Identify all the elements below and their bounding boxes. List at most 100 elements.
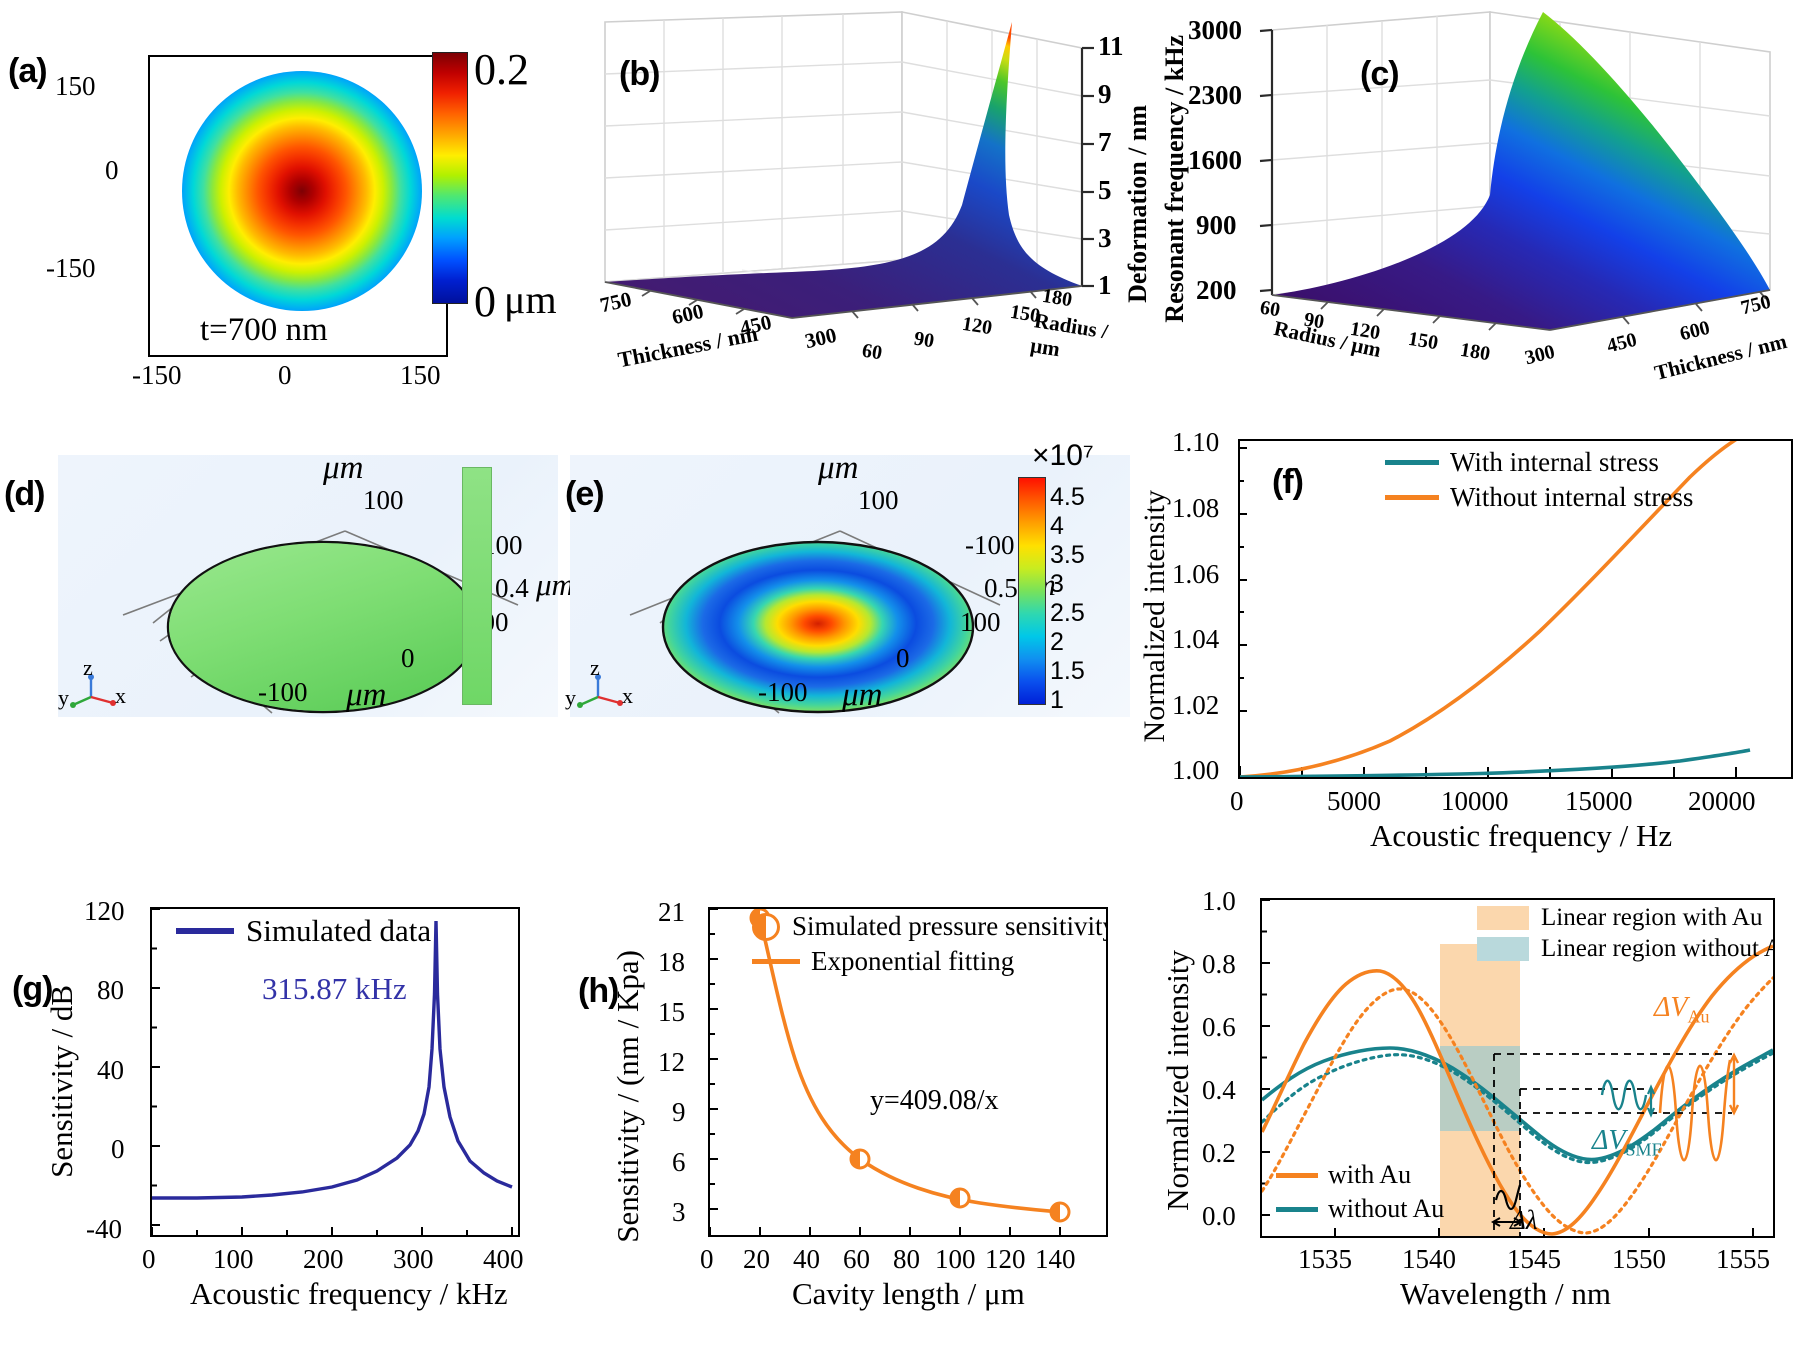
panel-d-tick-right-unit: μm [536,567,574,602]
panel-b-ztick-5: 5 [1098,175,1112,205]
panel-g-plot-area: Simulated data 315.87 kHz [150,907,520,1237]
panel-a-heatmap [182,71,422,311]
panel-d-triad-z-label: z [83,655,93,680]
panel-i-legend-swatch-curve-with-au [1276,1172,1318,1178]
panel-e-cb-tick-4p5: 4.5 [1050,483,1085,511]
panel-f-legend-swatch-without-stress [1385,495,1439,500]
panel-i-ytick-0p8: 0.8 [1202,949,1236,979]
panel-b-ztick-3: 3 [1098,223,1112,253]
panel-c-ztick-3000: 3000 [1188,15,1242,45]
panel-f-xtick-5000: 5000 [1327,786,1381,816]
panel-d-triad-y-label: y [58,685,69,710]
panel-d-unit-bottom: μm [346,677,387,713]
panel-e-cb-tick-3: 3 [1050,570,1064,598]
panel-f-plot-area: With internal stress Without internal st… [1238,439,1793,779]
panel-e-cb-tick-1p5: 1.5 [1050,657,1085,685]
panel-g-ytick-40: 40 [97,1055,124,1085]
panel-f-label: (f) [1272,463,1304,501]
panel-d-label: (d) [4,475,45,513]
panel-i-xtick-1535: 1535 [1298,1244,1352,1274]
panel-d-triad-x-label: x [115,683,126,708]
panel-g-annotation: 315.87 kHz [262,971,407,1006]
panel-a-colorbar-min: 0 [474,277,496,326]
panel-i-ytick-0p2: 0.2 [1202,1138,1236,1168]
panel-f-xtick-20000: 20000 [1688,786,1756,816]
panel-h-legend-label-fitting: Exponential fitting [811,946,1015,976]
panel-e-tick-front-100: 100 [960,607,1001,637]
panel-i-legend-swatch-curve-without-au [1276,1206,1318,1212]
panel-c-label: (c) [1360,55,1400,93]
panel-g-xtick-200: 200 [303,1244,344,1274]
panel-a-xtick-150: 150 [400,360,441,390]
panel-h-xaxis-label: Cavity length / μm [792,1276,1025,1311]
panel-c-xtick-150: 150 [1406,327,1440,355]
panel-i-ytick-0p6: 0.6 [1202,1012,1236,1042]
panel-i-annotation-delta-v-smf-sub: SMF [1625,1139,1662,1160]
panel-h-xtick-0: 0 [700,1244,714,1274]
panel-f-ytick-1p04: 1.04 [1172,624,1220,654]
panel-b-ytick-180: 180 [1040,284,1074,312]
panel-b-ytick-120: 120 [960,312,994,340]
panel-f-legend-swatch-with-stress [1385,460,1439,465]
panel-c-ztick-200: 200 [1196,275,1237,305]
panel-d: μm 100 -100 0.4 μm 100 0 -100 μm (d) y z… [4,450,574,717]
panel-a-ytick-0: 0 [105,155,119,185]
panel-e-cb-tick-4: 4 [1050,512,1064,540]
panel-g-xtick-400: 400 [483,1244,524,1274]
panel-e-cb-tick-2p5: 2.5 [1050,599,1085,627]
panel-f-xaxis-label: Acoustic frequency / Hz [1370,818,1673,853]
panel-f-yaxis-label: Normalized intensity [1138,490,1171,743]
panel-h-xtick-20: 20 [743,1244,770,1274]
panel-h-ytick-12: 12 [658,1047,685,1077]
panel-b-ytick-60: 60 [860,339,884,365]
panel-g-xtick-100: 100 [213,1244,254,1274]
panel-g-ytick-120: 120 [84,896,125,926]
panel-g-xtick-0: 0 [142,1244,156,1274]
panel-i-xtick-1540: 1540 [1402,1244,1456,1274]
panel-f-xtick-0: 0 [1230,786,1244,816]
panel-i-yaxis-label: Normalized intensity [1160,950,1195,1211]
panel-g-xaxis-label: Acoustic frequency / kHz [190,1276,508,1311]
panel-a-colorbar-unit: μm [504,277,557,322]
panel-d-unit-top: μm [323,450,364,486]
panel-a-xtick-0: 0 [278,360,292,390]
panel-h-curve [710,909,1071,1235]
panel-i-ytick-0p4: 0.4 [1202,1075,1236,1105]
panel-e-cb-tick-2: 2 [1050,628,1064,656]
panel-g: (g) Sensitivity / dB 120 80 40 0 -40 Sim… [10,880,570,1311]
panel-i-xtick-1545: 1545 [1507,1244,1561,1274]
panel-f: Normalized intensity 1.10 1.08 1.06 1.04… [1130,427,1796,853]
panel-c-ztick-1600: 1600 [1188,145,1242,175]
panel-e-triad-x-label: x [622,683,633,708]
panel-g-legend: Simulated data [176,913,431,949]
panel-i-plot-area: Linear region with Au Linear region with… [1260,898,1775,1238]
panel-a-ytick-150: 150 [55,71,96,101]
panel-c-ztick-2300: 2300 [1188,80,1242,110]
panel-e-tick-left-neg100: -100 [758,677,808,707]
panel-a-colorbar [432,52,468,304]
panel-i-legend-swatch-with-au [1477,906,1529,930]
panel-a-annotation: t=700 nm [200,312,328,348]
panel-e-cb-tick-1: 1 [1050,686,1064,714]
panel-e-cb-tick-3p5: 3.5 [1050,541,1085,569]
panel-f-legend: With internal stress Without internal st… [1385,447,1693,513]
panel-i-legend-regions: Linear region with Au Linear region with… [1477,904,1773,963]
panel-e-colorbar [1018,477,1046,705]
panel-e-tick-right-neg100: -100 [965,530,1015,560]
panel-g-xtick-300: 300 [393,1244,434,1274]
panel-h-xtick-140: 140 [1035,1244,1076,1274]
panel-i-annotation-delta-v-au-sub: Au [1687,1006,1710,1027]
panel-e: μm 100 -100 0.5 μm 100 0 -100 μm (e) y z… [565,439,1130,717]
panel-h-ytick-21: 21 [658,897,685,927]
panel-f-ytick-1p08: 1.08 [1172,493,1220,523]
panel-f-ytick-1p02: 1.02 [1172,690,1220,720]
panel-i-annotation-delta-v-smf-text: ΔV [1592,1125,1626,1156]
panel-h-legend-label-simulated: Simulated pressure sensitivity [792,911,1108,941]
panel-e-unit-bottom: μm [842,677,883,713]
panel-h-xtick-60: 60 [843,1244,870,1274]
panel-f-xtick-10000: 10000 [1441,786,1509,816]
panel-c-ztick-900: 900 [1196,210,1237,240]
panel-i-ytick-0p0: 0.0 [1202,1201,1236,1231]
panel-h: (h) Sensitivity / (nm / Kpa) 21 18 15 12… [578,880,1140,1311]
panel-h-xtick-120: 120 [985,1244,1026,1274]
